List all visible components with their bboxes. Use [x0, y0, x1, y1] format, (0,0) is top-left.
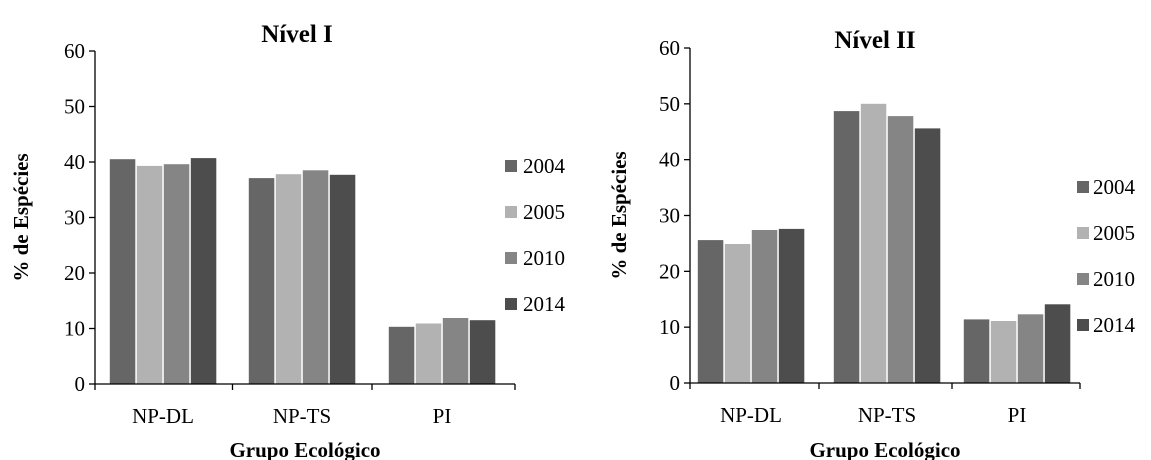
y-tick-label: 40: [659, 148, 680, 172]
x-axis-title: Grupo Ecológico: [809, 438, 960, 460]
bar-2010-np-ts: [887, 116, 914, 383]
legend-label: 2004: [523, 154, 566, 178]
legend-swatch-2004: [505, 160, 517, 172]
bar-2004-pi: [388, 326, 415, 384]
legend-swatch-2010: [505, 252, 517, 264]
y-tick-label: 20: [64, 261, 85, 285]
legend-label: 2004: [1093, 175, 1136, 199]
y-tick-label: 40: [64, 150, 85, 174]
bar-2014-np-dl: [778, 228, 805, 383]
y-tick-label: 20: [659, 259, 680, 283]
bar-2010-pi: [1017, 314, 1044, 383]
y-tick-label: 60: [659, 36, 680, 60]
bar-2014-pi: [1044, 304, 1071, 383]
legend-label: 2005: [1093, 221, 1135, 245]
y-tick-label: 50: [659, 92, 680, 116]
x-category-label: PI: [1008, 403, 1027, 427]
x-category-label: NP-TS: [858, 403, 916, 427]
bar-2005-pi: [990, 321, 1017, 383]
bar-2010-np-dl: [751, 230, 778, 383]
legend-swatch-2004: [1077, 181, 1089, 193]
legend-swatch-2005: [1077, 227, 1089, 239]
bar-2005-np-ts: [275, 174, 302, 384]
bar-2014-pi: [469, 320, 496, 384]
y-axis-title: % de Espécies: [9, 153, 33, 281]
bar-2014-np-dl: [190, 158, 217, 384]
x-category-label: PI: [433, 404, 452, 428]
bar-2005-np-dl: [136, 165, 163, 384]
legend-swatch-2014: [505, 298, 517, 310]
chart-title: Nível I: [261, 21, 333, 48]
bar-2005-np-dl: [724, 244, 751, 383]
y-tick-label: 30: [64, 206, 85, 230]
x-category-label: NP-TS: [273, 404, 331, 428]
bar-2004-np-ts: [833, 111, 860, 383]
bar-2010-np-dl: [163, 164, 190, 384]
y-tick-label: 10: [659, 315, 680, 339]
y-axis-title: % de Espécies: [607, 151, 631, 279]
bar-2004-np-dl: [697, 240, 724, 383]
legend-swatch-2010: [1077, 273, 1089, 285]
x-axis-title: Grupo Ecológico: [229, 438, 380, 460]
y-tick-label: 50: [64, 95, 85, 119]
bar-2010-pi: [442, 318, 469, 384]
bar-2004-pi: [963, 319, 990, 383]
legend-label: 2010: [1093, 267, 1135, 291]
x-category-label: NP-DL: [720, 403, 782, 427]
y-tick-label: 10: [64, 317, 85, 341]
y-tick-label: 0: [75, 372, 86, 396]
legend-swatch-2014: [1077, 319, 1089, 331]
bar-2005-np-ts: [860, 103, 887, 384]
bar-2005-pi: [415, 323, 442, 384]
x-category-label: NP-DL: [132, 404, 194, 428]
bar-2004-np-ts: [248, 178, 275, 384]
y-tick-label: 30: [659, 204, 680, 228]
chart-panel-nivel-1: Nível I % de Espécies Grupo Ecológico 0 10 20…: [9, 21, 566, 460]
legend-label: 2014: [1093, 313, 1136, 337]
legend-label: 2014: [523, 292, 566, 316]
bar-2004-np-dl: [109, 159, 136, 384]
bar-2014-np-ts: [914, 128, 941, 383]
chart-title: Nível II: [834, 27, 915, 54]
bar-2014-np-ts: [329, 174, 356, 384]
chart-panel-nivel-2: Nível II % de Espécies Grupo Ecológico 0 10 2…: [607, 27, 1136, 460]
y-tick-label: 0: [670, 371, 681, 395]
legend-label: 2010: [523, 246, 565, 270]
legend-label: 2005: [523, 200, 565, 224]
bar-2010-np-ts: [302, 170, 329, 384]
legend-swatch-2005: [505, 206, 517, 218]
y-tick-label: 60: [64, 39, 85, 63]
